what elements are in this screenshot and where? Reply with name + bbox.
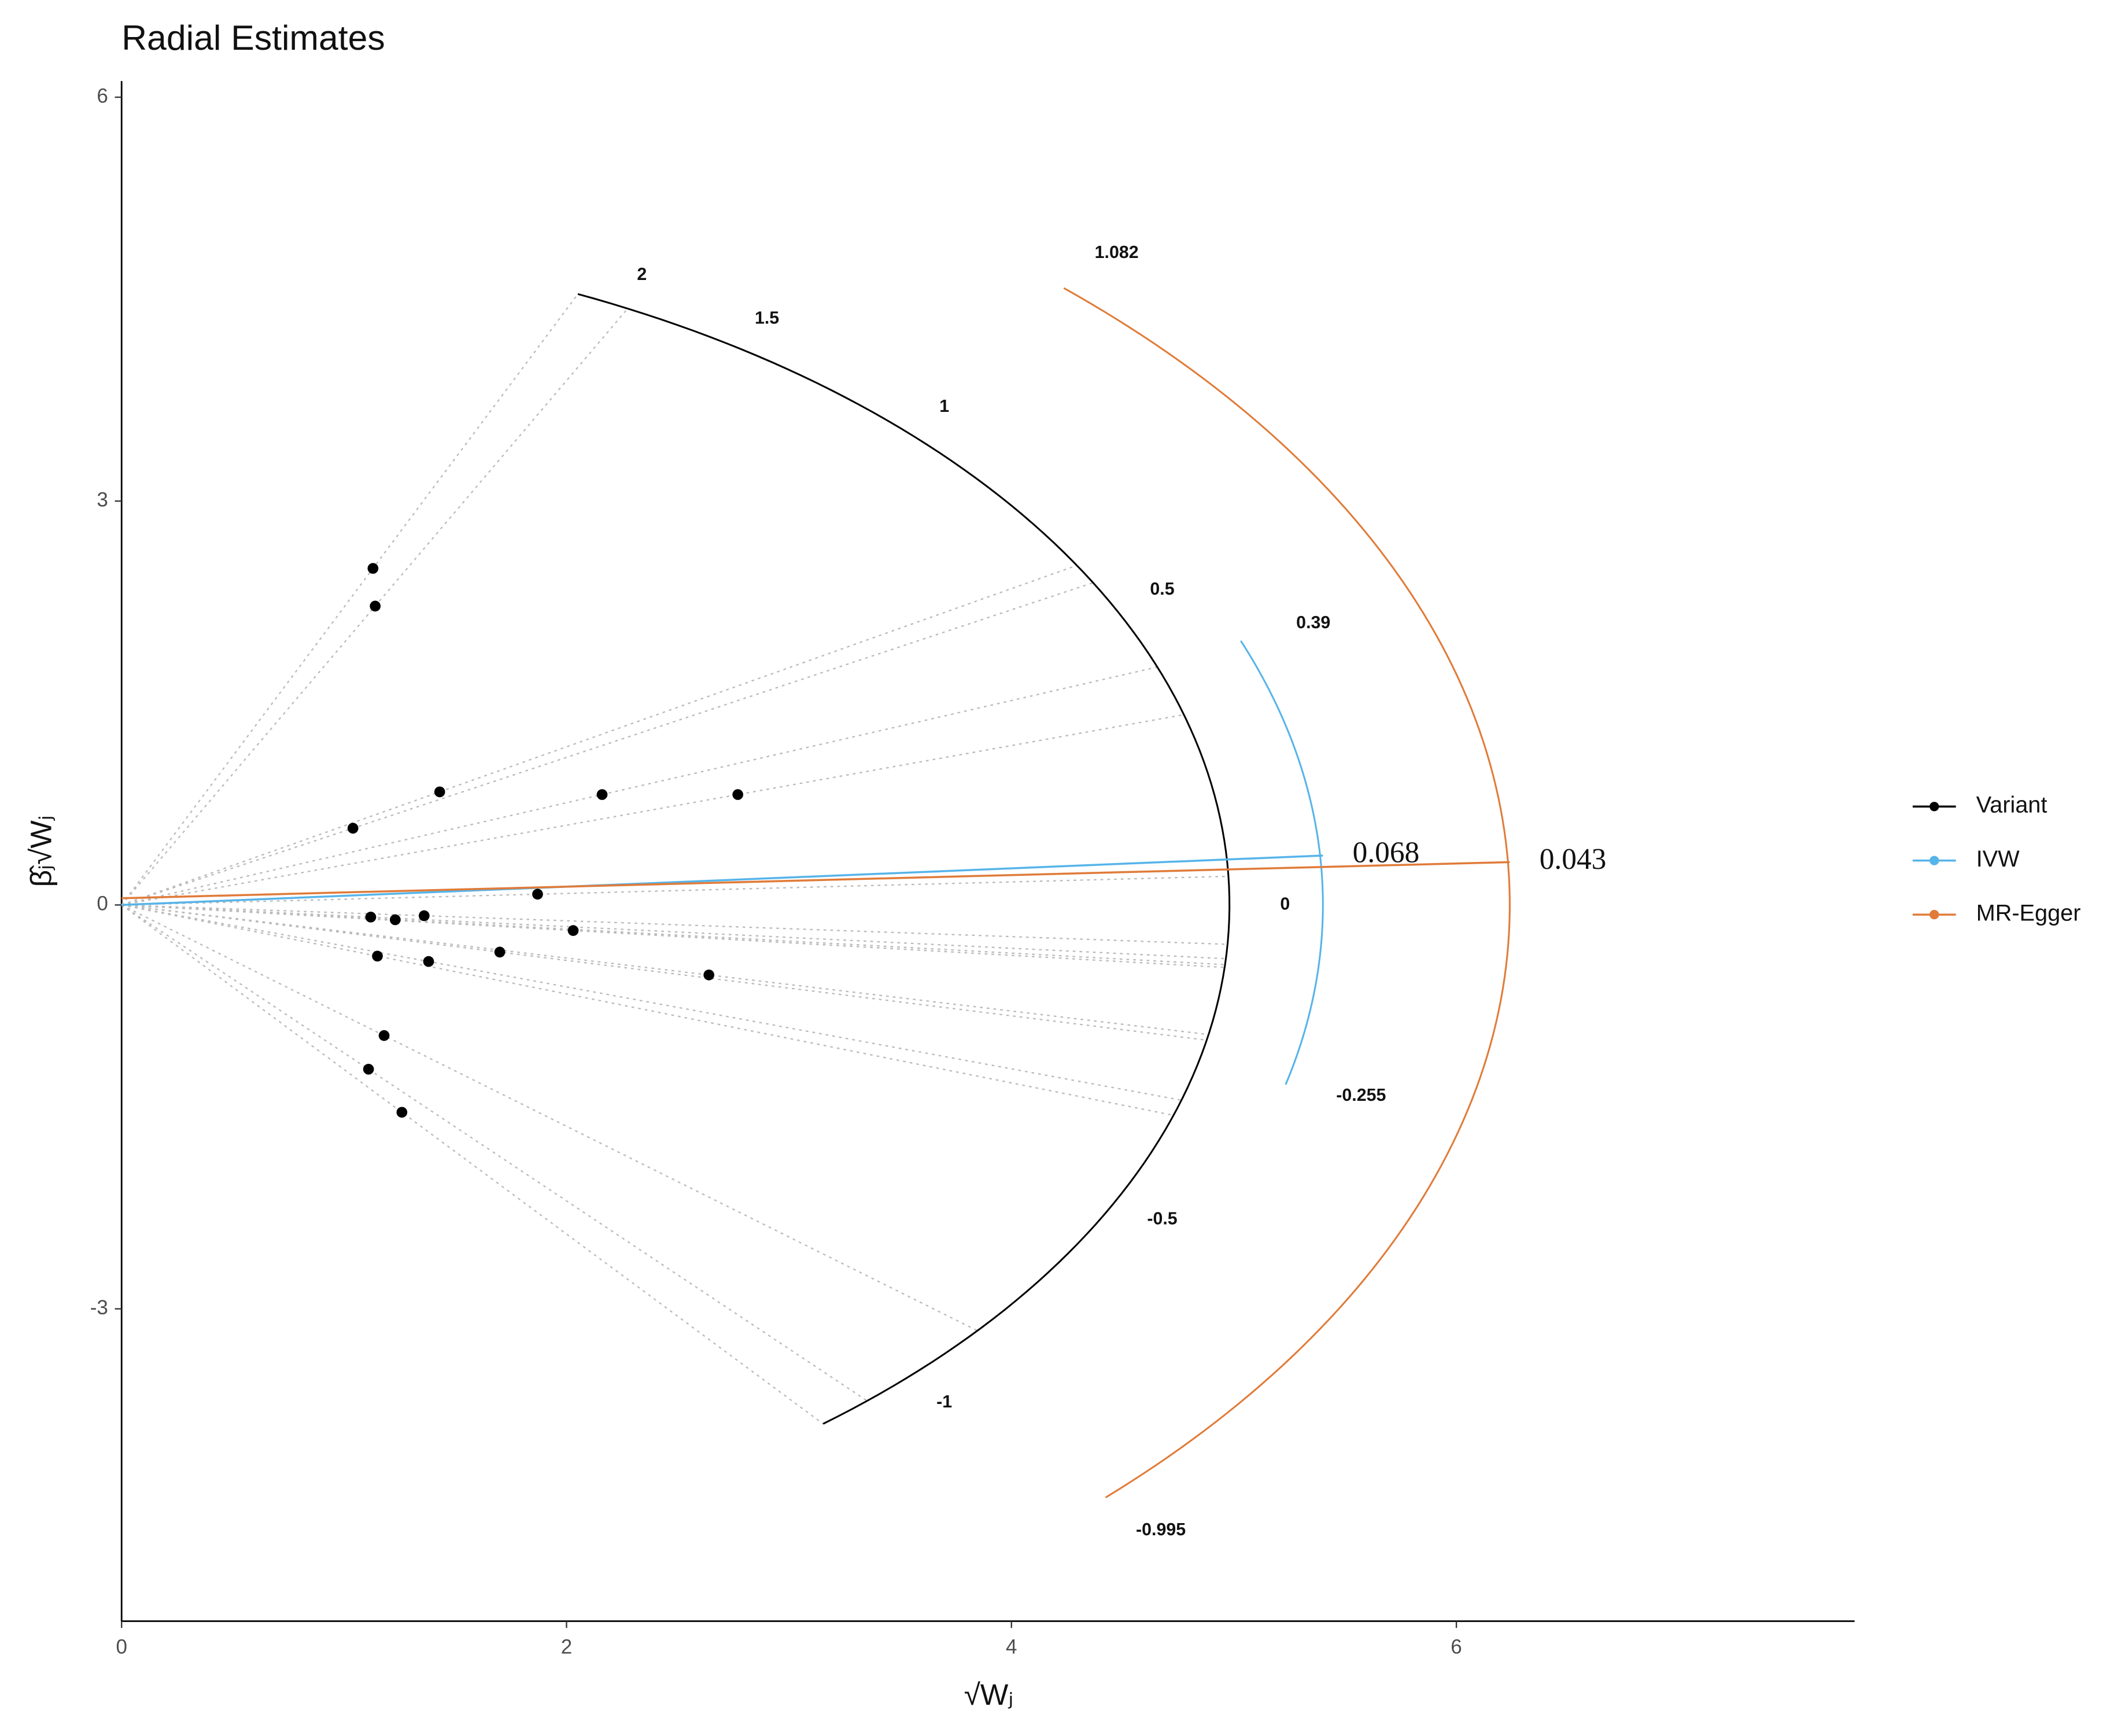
variant-point — [347, 823, 359, 834]
variant-point — [363, 1063, 374, 1075]
radial-ray — [121, 904, 868, 1402]
legend-dot — [1929, 856, 1939, 865]
legend-label: MR-Egger — [1976, 901, 2081, 926]
scale-tick-label: 2 — [637, 265, 647, 284]
radial-ray — [121, 308, 629, 906]
scale-tick-label: 1.5 — [755, 309, 779, 328]
legend-label: Variant — [1976, 793, 2047, 818]
ci-label: -0.995 — [1136, 1520, 1186, 1539]
y-tick-label: -3 — [90, 1296, 108, 1319]
legend-dot — [1929, 909, 1939, 920]
radial-ray — [121, 714, 1185, 906]
radial-ray — [121, 904, 824, 1425]
radial-ray — [121, 904, 1209, 1035]
variant-arc — [577, 293, 1231, 1425]
variant-point — [370, 600, 381, 612]
y-tick-label: 6 — [97, 84, 108, 107]
variant-point — [396, 1107, 408, 1118]
radial-ray — [121, 904, 1225, 968]
scale-tick-label: 0 — [1280, 894, 1290, 913]
radial-ray — [121, 666, 1158, 906]
variant-point — [532, 889, 543, 900]
ci-label: 1.082 — [1095, 243, 1139, 262]
radial-ray — [121, 904, 1226, 960]
radial-ray — [121, 582, 1094, 906]
variant-point — [494, 946, 505, 958]
variant-point — [367, 563, 379, 574]
y-axis-title: β̂ⱼ√Wⱼ — [24, 815, 57, 887]
x-tick-label: 2 — [561, 1635, 572, 1658]
estimate-label: 0.043 — [1540, 843, 1607, 876]
variant-point — [567, 925, 579, 936]
radial-ray — [121, 904, 978, 1332]
ci-label: 0.39 — [1296, 613, 1330, 632]
scale-tick-label: -0.5 — [1147, 1210, 1177, 1229]
variant-point — [596, 789, 608, 800]
legend-dot — [1929, 802, 1939, 812]
radial-ray — [121, 904, 1226, 965]
scale-tick-label: 0.5 — [1150, 580, 1174, 599]
y-tick-label: 3 — [97, 488, 108, 511]
variant-point — [378, 1030, 390, 1041]
x-axis-title: √Wⱼ — [964, 1678, 1014, 1711]
estimate-arc — [1240, 640, 1324, 1085]
radial-ray — [121, 904, 1228, 945]
scale-tick-label: -1 — [936, 1392, 952, 1411]
radial-ray — [121, 904, 1207, 1041]
variant-point — [372, 950, 383, 962]
estimate-line — [121, 861, 1510, 900]
estimate-line — [121, 854, 1323, 906]
chart-title: Radial Estimates — [121, 18, 385, 57]
variant-point — [732, 789, 744, 800]
variant-point — [365, 912, 377, 923]
radial-ray — [121, 565, 1078, 906]
radial-ray — [121, 904, 1174, 1116]
y-tick-label: 0 — [97, 893, 108, 915]
scale-tick-label: 1 — [939, 397, 949, 416]
variant-point — [423, 956, 434, 967]
radial-ray — [121, 875, 1229, 906]
x-tick-label: 6 — [1451, 1635, 1462, 1658]
variant-point — [389, 914, 401, 926]
ci-label: -0.255 — [1336, 1086, 1386, 1105]
variant-point — [703, 970, 715, 981]
radial-ray — [121, 293, 579, 906]
estimate-arc — [1063, 287, 1511, 1498]
x-tick-label: 0 — [116, 1635, 127, 1658]
variant-point — [418, 910, 430, 922]
legend-label: IVW — [1976, 846, 2020, 872]
x-tick-label: 4 — [1006, 1635, 1017, 1658]
radial-ray — [121, 904, 1182, 1101]
variant-point — [434, 786, 445, 798]
